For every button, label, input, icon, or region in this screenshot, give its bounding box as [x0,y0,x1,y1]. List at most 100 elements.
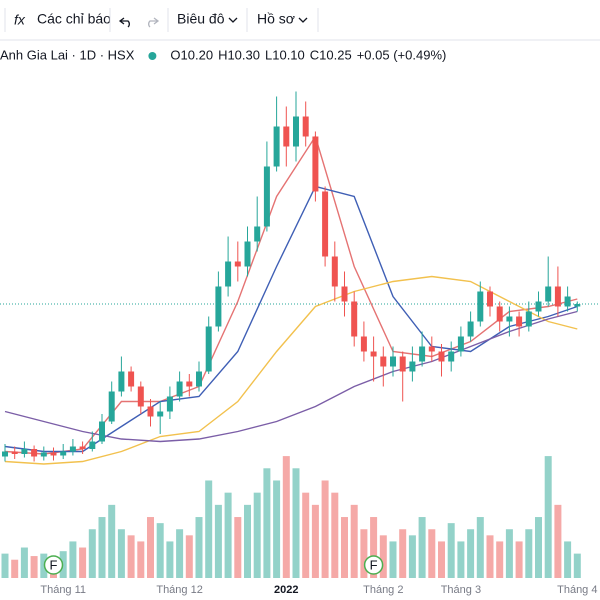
candle-body [79,446,86,449]
candle-body [341,286,348,302]
volume-bar [341,517,348,578]
volume-bar [20,547,28,578]
candle-body [50,452,57,456]
volume-bar [408,535,416,578]
toolbar: fx Các chỉ báo Biêu đô Hồ sơ [0,8,600,41]
volume-bar [311,504,319,578]
event-marker [363,555,384,575]
x-tick-label: Tháng 12 [156,584,202,596]
volume-bar [176,529,184,578]
x-tick-label: Tháng 11 [40,584,86,596]
candle-body [215,286,222,327]
volume-bar [379,535,387,578]
volume-bar [399,529,407,578]
candle-body [157,411,164,417]
event-label: F [50,557,58,572]
candle-body [302,116,309,137]
candle-body [409,361,416,372]
volume-bar [137,541,145,578]
indicators-button[interactable]: Các chỉ báo [37,11,111,27]
volume-bar [1,553,9,578]
candle-body [2,451,8,457]
candle-body [535,301,542,312]
candle-body [331,256,338,287]
legend: Anh Gia Lai · 1D · HSX O 10.20 H 10.30 L 10.1… [0,47,446,62]
candle-body [166,396,173,412]
volume-bar [156,523,164,578]
volume-bar [234,517,242,578]
volume-bar [302,492,310,578]
candle-body [419,346,426,362]
volume-bar [447,523,455,578]
ohlc-label: C [310,47,319,62]
volume-bar [331,492,339,578]
x-tick-label: Tháng 2 [363,584,403,596]
volume-bar [476,517,484,578]
volume-bar [321,480,329,578]
profile-menu[interactable]: Hồ sơ [257,11,295,27]
ohlc-value: 10.20 [181,47,214,62]
volume-bar [467,529,475,578]
candle-body [457,336,464,352]
volume-bar [292,468,300,578]
volume-bar [30,556,38,578]
candle-body [525,311,532,327]
candle-body [186,381,193,387]
chart-menu[interactable]: Biêu đô [177,11,225,27]
volume-bar [360,529,368,578]
ohlc-value: 10.30 [227,47,260,62]
volume-bar [127,535,135,578]
candle-body [506,316,513,322]
candle-body [273,126,280,167]
volume-bar [486,535,494,578]
candle-body [448,351,455,362]
candle-body [118,371,125,392]
event-marker [43,555,64,575]
candle-body [254,226,261,242]
candle-body [99,421,105,442]
volume-bar [147,517,154,578]
candle-body [244,241,251,267]
candle-body [196,371,202,387]
change: +0.05 (+0.49%) [357,47,447,62]
volume-bar [573,553,581,578]
candle-body [370,351,377,357]
volume-bar [88,529,96,578]
candle-body [283,126,290,147]
volume-bar [544,456,552,578]
volume-bar [166,541,174,578]
candle-body [438,351,445,362]
dropdown-icon [298,17,308,23]
candle-body [574,304,581,307]
x-tick-label: 2022 [274,584,298,596]
candle-body [108,391,115,422]
candle-body [11,451,18,454]
volume-bar [554,504,562,578]
candle-body [40,452,47,457]
candle-body [399,356,406,372]
candle-body [312,136,319,192]
volume-bar [11,559,19,578]
candle-body [554,286,561,307]
candle-body [516,316,523,327]
candle-body [89,441,96,449]
candle-body [69,446,76,452]
ohlc-value: 10.25 [319,47,352,62]
candle-body [60,451,67,456]
redo-icon[interactable] [148,17,160,28]
candle-body [428,346,435,352]
candle-body [205,326,212,372]
candle-body [322,191,329,257]
ohlc-label: H [218,47,227,62]
undo-icon[interactable] [118,17,130,28]
candle-body [21,449,28,454]
candle-body [487,291,493,307]
indicator-icon[interactable]: fx [14,12,26,28]
volume-bar [273,480,281,578]
volume-bar [418,517,426,578]
volume-bar [515,541,523,578]
volume-bar [525,529,533,578]
volume-bar [438,541,445,578]
volume-bar [535,517,542,578]
ohlc-label: O [170,47,180,62]
